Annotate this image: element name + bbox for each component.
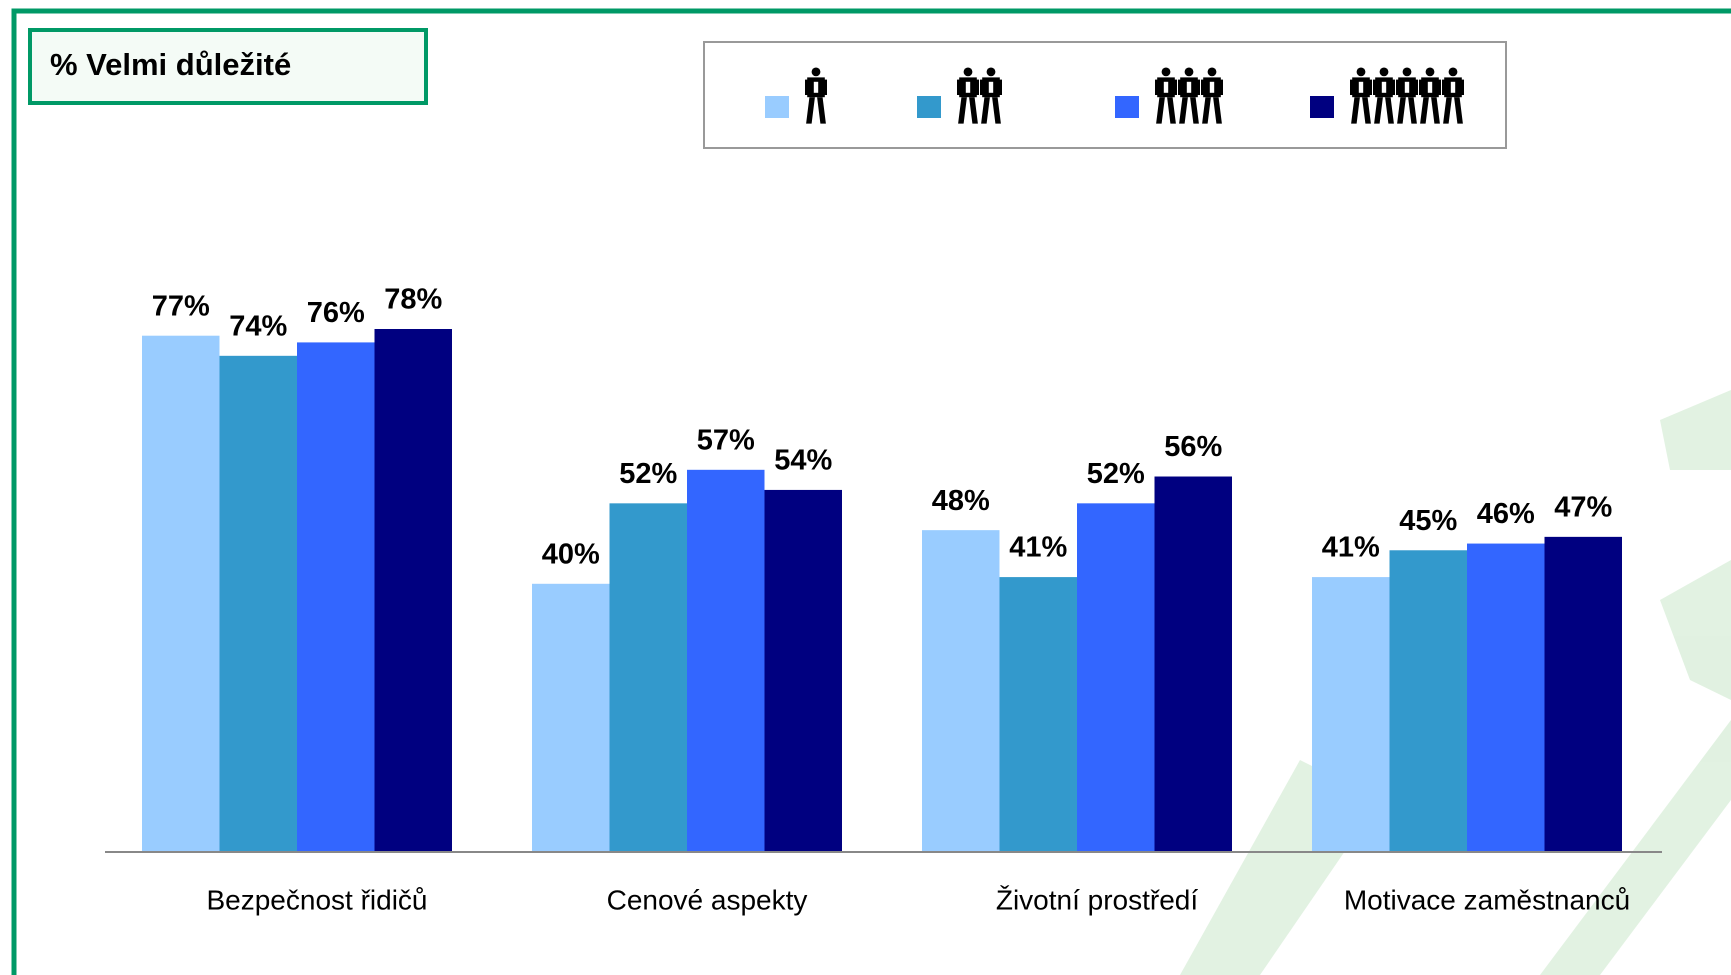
- legend-swatch: [1115, 96, 1139, 118]
- value-label: 56%: [1164, 431, 1222, 463]
- value-label: 46%: [1477, 498, 1535, 530]
- legend-swatch: [765, 96, 789, 118]
- bar: [532, 584, 610, 852]
- value-label: 45%: [1399, 505, 1457, 537]
- value-label: 41%: [1009, 532, 1067, 564]
- legend: [704, 42, 1506, 148]
- bar: [1155, 477, 1233, 852]
- bar: [687, 470, 765, 852]
- bar: [375, 329, 453, 852]
- value-label: 76%: [307, 297, 365, 329]
- bar: [765, 490, 843, 852]
- bar: [220, 356, 298, 852]
- bar: [1000, 577, 1078, 852]
- bar: [922, 530, 1000, 852]
- value-label: 77%: [152, 290, 210, 322]
- bar: [1077, 503, 1155, 852]
- chart-title: % Velmi důležité: [50, 47, 291, 82]
- value-label: 52%: [619, 458, 677, 490]
- legend-swatch: [1310, 96, 1334, 118]
- bar: [1390, 550, 1468, 852]
- bar: [1312, 577, 1390, 852]
- bar: [1545, 537, 1623, 852]
- bar: [1467, 544, 1545, 852]
- value-label: 41%: [1322, 532, 1380, 564]
- value-label: 52%: [1087, 458, 1145, 490]
- value-label: 74%: [229, 310, 287, 342]
- value-label: 57%: [697, 424, 755, 456]
- bar: [142, 336, 220, 852]
- bar: [610, 503, 688, 852]
- value-label: 48%: [932, 485, 990, 517]
- chart: % Velmi důležité 77% 74% 76% 78% Bezpečnost …: [0, 0, 1731, 975]
- x-tick-label: Motivace zaměstnanců: [1344, 884, 1630, 915]
- x-tick-label: Cenové aspekty: [607, 884, 808, 915]
- x-tick-label: Životní prostředí: [996, 884, 1199, 915]
- value-label: 47%: [1554, 492, 1612, 524]
- value-label: 40%: [542, 538, 600, 570]
- legend-swatch: [917, 96, 941, 118]
- value-label: 54%: [774, 445, 832, 477]
- value-label: 78%: [384, 284, 442, 316]
- bar: [297, 342, 375, 852]
- x-tick-label: Bezpečnost řidičů: [206, 884, 427, 915]
